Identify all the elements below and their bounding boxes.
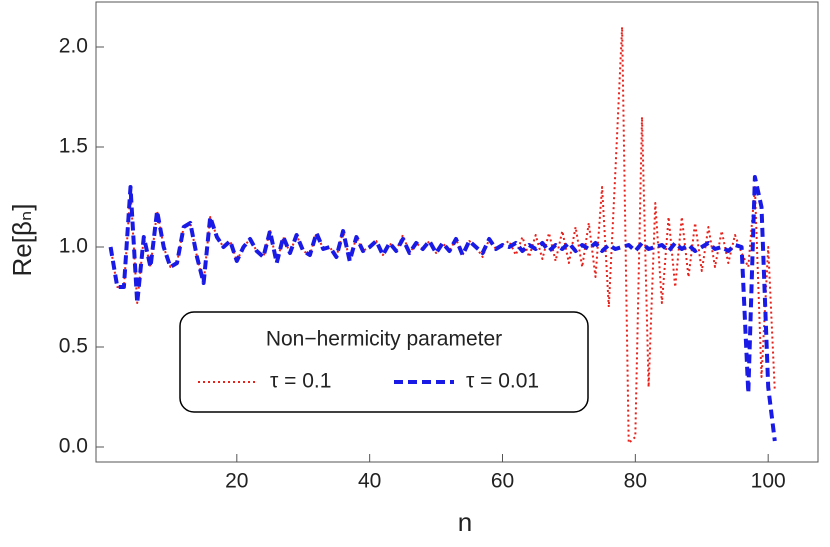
x-tick-label: 100 [751, 470, 786, 493]
series-line [109, 26, 776, 444]
legend-label: τ = 0.01 [466, 370, 539, 393]
series-line [108, 175, 777, 442]
x-tick-label: 20 [225, 470, 248, 493]
y-tick-label: 2.0 [59, 35, 88, 58]
legend-title: Non−hermicity parameter [266, 328, 502, 351]
y-tick-label: 0.0 [59, 435, 88, 458]
y-tick-label: 1.5 [59, 135, 88, 158]
x-tick-label: 40 [358, 470, 381, 493]
legend-label: τ = 0.1 [270, 370, 331, 393]
plot-frame [95, 1, 819, 463]
legend-box [179, 311, 589, 413]
x-tick-label: 60 [491, 470, 514, 493]
y-axis-label: Re[βₙ] [7, 204, 37, 277]
x-axis-label: n [458, 507, 472, 537]
y-tick-label: 1.0 [59, 235, 88, 258]
x-tick-label: 80 [624, 470, 647, 493]
y-tick-label: 0.5 [59, 335, 88, 358]
